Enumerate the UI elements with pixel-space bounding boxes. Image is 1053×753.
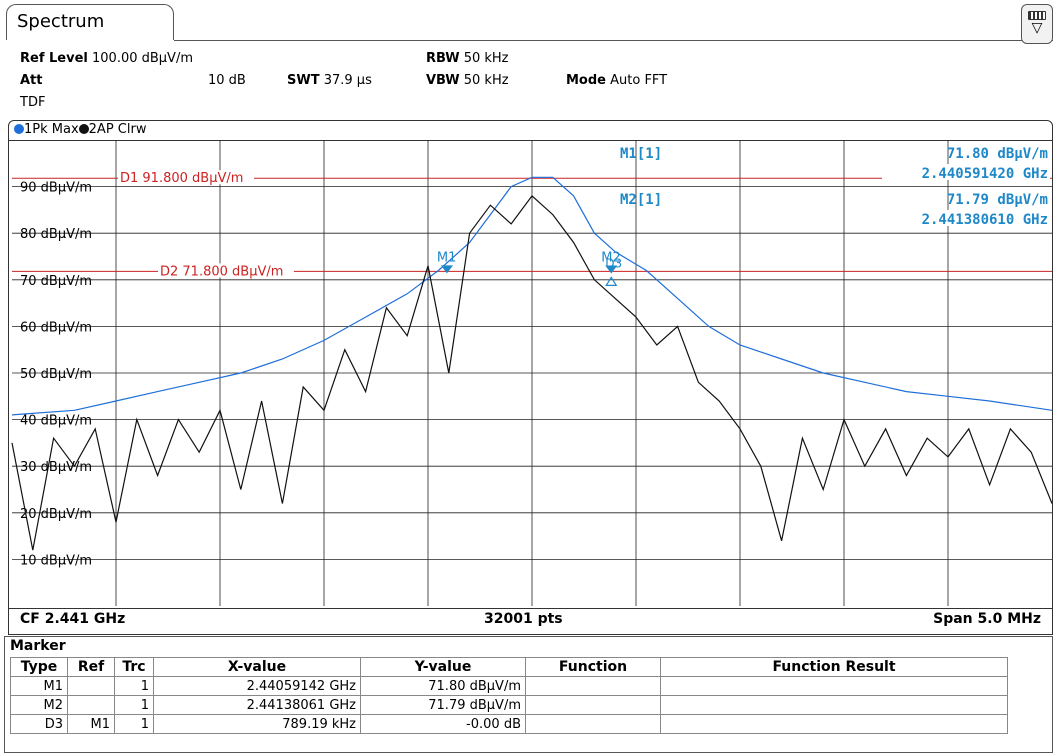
marker-d3-symbol: [605, 276, 618, 287]
tab-title: Spectrum: [17, 11, 105, 32]
cell-type: M2: [10, 695, 68, 715]
table-row[interactable]: D3 M1 1 789.19 kHz -0.00 dB: [10, 714, 1008, 734]
marker-label-m1: M1: [437, 250, 457, 265]
marker-m2-symbol: [605, 265, 618, 274]
tab-divider: [174, 40, 1053, 41]
points-count: 32001 pts: [484, 611, 563, 627]
col-y-value: Y-value: [360, 657, 526, 677]
trace-1-line: [11, 176, 1053, 416]
display-line-label: D1 91.800 dBµV/m: [120, 171, 243, 186]
table-row[interactable]: M2 1 2.44138061 GHz 71.79 dBµV/m: [10, 695, 1008, 715]
cell-x-value: 2.44059142 GHz: [153, 676, 361, 696]
cell-y-value: 71.80 dBµV/m: [360, 676, 526, 696]
cell-trc: 1: [114, 695, 154, 715]
graph-footer-divider: [8, 608, 1053, 609]
span: Span 5.0 MHz: [933, 611, 1041, 627]
y-tick-label: 70 dBµV/m: [20, 274, 92, 289]
col-function-result: Function Result: [660, 657, 1008, 677]
cell-ref: [67, 695, 115, 715]
y-tick-label: 90 dBµV/m: [20, 181, 92, 196]
table-row[interactable]: M1 1 2.44059142 GHz 71.80 dBµV/m: [10, 676, 1008, 696]
cell-x-value: 2.44138061 GHz: [153, 695, 361, 715]
layout-grid-icon: [1028, 11, 1046, 20]
marker-readout-bg: [882, 164, 1050, 180]
cell-ref: M1: [67, 714, 115, 734]
cell-type: D3: [10, 714, 68, 734]
marker-table-header: Type Ref Trc X-value Y-value Function Fu…: [10, 657, 1008, 677]
y-tick-label: 20 dBµV/m: [20, 507, 92, 522]
trace-2-line: [11, 195, 1053, 551]
marker-label-m2: M2: [601, 250, 621, 265]
y-tick-label: 40 dBµV/m: [20, 414, 92, 429]
swt: SWT 37.9 µs: [287, 73, 372, 88]
cell-y-value: -0.00 dB: [360, 714, 526, 734]
col-function: Function: [525, 657, 661, 677]
cell-ref: [67, 676, 115, 696]
y-tick-label: 60 dBµV/m: [20, 320, 92, 335]
display-config-button[interactable]: ▽: [1021, 4, 1053, 44]
cell-type: M1: [10, 676, 68, 696]
rbw: RBW 50 kHz: [426, 51, 509, 66]
cell-function-result: [660, 676, 1008, 696]
legend-divider: [8, 140, 1053, 141]
y-tick-label: 50 dBµV/m: [20, 367, 92, 382]
tdf-label: TDF: [20, 95, 46, 110]
vbw: VBW 50 kHz: [426, 73, 509, 88]
marker-readout-bg: [882, 210, 1050, 226]
trace2-label[interactable]: 2AP Clrw: [88, 122, 147, 137]
y-tick-label: 30 dBµV/m: [20, 460, 92, 475]
ref-level: Ref Level 100.00 dBµV/m: [20, 51, 193, 66]
att-label: Att: [20, 73, 43, 88]
cell-function-result: [660, 714, 1008, 734]
marker-readout-level: 71.80 dBµV/m: [947, 146, 1048, 162]
col-type: Type: [10, 657, 68, 677]
display-line-label-bg: [158, 263, 294, 278]
cell-x-value: 789.19 kHz: [153, 714, 361, 734]
trace-legend: 1Pk Max 2AP Clrw: [14, 122, 146, 137]
cell-trc: 1: [114, 676, 154, 696]
col-x-value: X-value: [153, 657, 361, 677]
cell-y-value: 71.79 dBµV/m: [360, 695, 526, 715]
cell-function: [525, 695, 661, 715]
marker-m1-symbol: [440, 265, 453, 274]
cell-trc: 1: [114, 714, 154, 734]
col-trc: Trc: [114, 657, 154, 677]
att-value: 10 dB: [208, 73, 246, 88]
dropdown-triangle-icon: ▽: [1031, 20, 1043, 36]
marker-label-d3: D3: [605, 256, 622, 270]
cell-function: [525, 714, 661, 734]
cell-function: [525, 676, 661, 696]
center-frequency: CF 2.441 GHz: [20, 611, 126, 627]
marker-readout-frequency: 2.441380610 GHz: [922, 212, 1048, 228]
marker-readout-level: 71.79 dBµV/m: [947, 192, 1048, 208]
tab-spectrum[interactable]: Spectrum: [6, 4, 174, 40]
cell-function-result: [660, 695, 1008, 715]
marker-readout-name: M1[1]: [620, 146, 662, 162]
marker-readout-frequency: 2.440591420 GHz: [922, 166, 1048, 182]
mode: Mode Auto FFT: [566, 73, 668, 88]
marker-table: Type Ref Trc X-value Y-value Function Fu…: [10, 657, 1008, 734]
trace1-dot-icon: [14, 124, 24, 134]
trace1-label[interactable]: 1Pk Max: [24, 122, 79, 137]
display-line-label: D2 71.800 dBµV/m: [160, 264, 283, 279]
marker-table-title: Marker: [10, 638, 66, 654]
y-tick-label: 80 dBµV/m: [20, 227, 92, 242]
col-ref: Ref: [67, 657, 115, 677]
trace2-dot-icon: [78, 124, 89, 134]
y-tick-label: 10 dBµV/m: [20, 553, 92, 568]
display-line-label-bg: [118, 170, 254, 185]
marker-readout-name: M2[1]: [620, 192, 662, 208]
